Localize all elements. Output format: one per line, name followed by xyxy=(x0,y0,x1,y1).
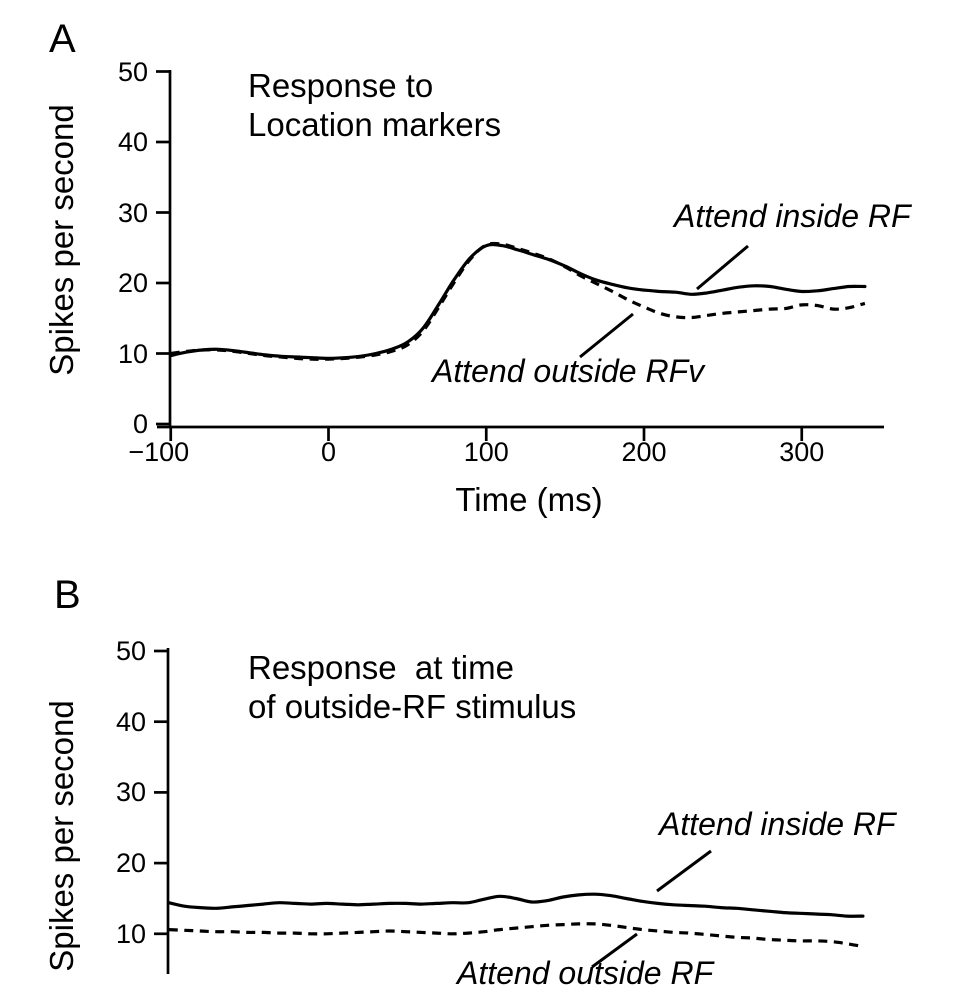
panel-a-curves xyxy=(169,241,867,361)
panel-a-title: Response to Location markers xyxy=(248,67,502,143)
panel-a-y-tick-label: 20 xyxy=(117,268,148,298)
panel-a-x-tick-label: 0 xyxy=(320,437,337,467)
panel-a-y-tick-label: 30 xyxy=(117,197,148,228)
panel-b-y-tick-label: 10 xyxy=(115,918,146,949)
panel-a-y-tick-label: 50 xyxy=(117,56,148,87)
leader-line-attend-inside-rf-b xyxy=(656,849,712,893)
panel-a-x-tick-label: 100 xyxy=(463,437,509,467)
panel-b-annotation-attend-inside-rf: Attend inside RF xyxy=(659,806,896,842)
series-line-attend-inside-rf xyxy=(169,242,867,360)
panel-a-axes xyxy=(156,70,884,441)
panel-b-y-tick-label: 30 xyxy=(115,777,146,808)
panel-b-curves xyxy=(167,892,865,949)
panel-b-title: Response at time of outside-RF stimulus xyxy=(248,649,577,725)
panel-b-axes xyxy=(154,648,170,974)
panel-a-y-tick-label: 10 xyxy=(117,338,148,369)
panel-a-letter: A xyxy=(49,17,76,61)
panel-a-x-tick-label: 200 xyxy=(621,437,667,467)
panel-b-y-tick-label: 20 xyxy=(115,848,146,879)
panel-b-y-tick-label: 50 xyxy=(115,636,146,666)
leader-line-attend-inside-rf-a xyxy=(696,244,749,291)
panel-a-annotation-attend-inside-rf: Attend inside RF xyxy=(674,198,911,234)
panel-a-x-tick-label: 300 xyxy=(779,437,825,467)
panel-a-y-axis-label: Spikes per second xyxy=(43,104,80,376)
panel-b-y-tick-label: 40 xyxy=(115,706,146,737)
panel-a-annotation-attend-outside-rf: Attend outside RFv xyxy=(432,353,705,389)
leader-line-attend-outside-rf-b xyxy=(591,932,638,969)
series-line-attend-inside-rf xyxy=(167,892,865,918)
panel-a-x-axis-label: Time (ms) xyxy=(455,481,603,518)
panel-a-y-tick-label: 40 xyxy=(117,127,148,157)
panel-a-y-tick-label: 0 xyxy=(132,409,148,439)
panel-b-letter: B xyxy=(54,573,81,617)
leader-lines xyxy=(579,244,749,969)
series-line-attend-outside-rfv xyxy=(170,241,866,361)
panel-a-x-tick-label: −100 xyxy=(128,437,190,467)
leader-line-attend-outside-rf-a xyxy=(579,312,634,359)
series-line-attend-outside-rf xyxy=(168,922,864,949)
